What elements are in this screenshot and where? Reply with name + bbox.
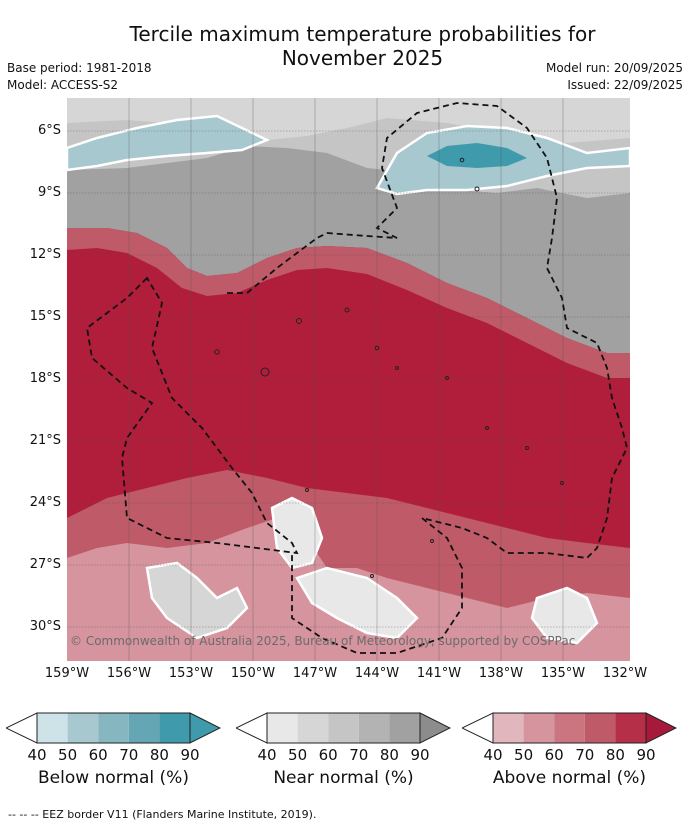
region-below-normal-core <box>427 143 527 168</box>
legend-ticks: 40 50 60 70 80 90 <box>236 744 451 764</box>
legend-swatch <box>358 713 390 743</box>
lon-label: 144°W <box>354 666 400 681</box>
lon-label: 150°W <box>230 666 276 681</box>
lat-label: 21°S <box>29 433 61 448</box>
legend-below-normal: 40 50 60 70 80 90 Below normal (%) <box>6 712 221 788</box>
chart-title: Tercile maximum temperature probabilitie… <box>0 22 690 70</box>
region-near-normal-pale <box>67 98 630 143</box>
title-line-1: Tercile maximum temperature probabilitie… <box>129 22 596 46</box>
lon-label: 147°W <box>292 666 338 681</box>
legend-tick: 50 <box>514 746 534 764</box>
base-period: Base period: 1981-2018 <box>7 61 152 75</box>
legend-high-arrow <box>419 712 451 744</box>
lon-label: 141°W <box>416 666 462 681</box>
map-svg <box>67 98 630 661</box>
legend-high-arrow <box>189 712 221 744</box>
lat-label: 30°S <box>29 619 61 634</box>
lat-label: 6°S <box>37 123 61 138</box>
legend-near-normal: 40 50 60 70 80 90 Near normal (%) <box>236 712 451 788</box>
probability-map <box>67 98 630 661</box>
legend-tick: 70 <box>575 746 595 764</box>
legend-colorbar <box>462 712 677 744</box>
legend-ticks: 40 50 60 70 80 90 <box>6 744 221 764</box>
legend-low-arrow <box>462 712 494 744</box>
legend-swatch <box>67 713 99 743</box>
legend-low-arrow <box>236 712 268 744</box>
legend-swatch <box>297 713 329 743</box>
model-run: Model run: 20/09/2025 <box>545 61 683 75</box>
copyright-notice: © Commonwealth of Australia 2025, Bureau… <box>70 634 576 648</box>
region-near-normal-south-central <box>295 566 419 640</box>
lat-label: 12°S <box>29 247 61 262</box>
eez-border-french-polynesia <box>227 102 628 654</box>
lon-label: 159°W <box>44 666 90 681</box>
lat-label: 27°S <box>29 557 61 572</box>
legend-swatch <box>98 713 129 743</box>
region-below-normal-west <box>67 114 271 172</box>
legend-title: Below normal (%) <box>38 768 189 788</box>
legend-tick: 60 <box>544 746 564 764</box>
legend-tick: 80 <box>149 746 169 764</box>
legend-swatch <box>328 713 359 743</box>
legend-tick: 80 <box>605 746 625 764</box>
graticule <box>67 130 630 628</box>
legend-tick: 40 <box>257 746 277 764</box>
legend-title: Near normal (%) <box>273 768 414 788</box>
region-near-normal-southeast <box>530 586 599 645</box>
legend-tick: 60 <box>88 746 108 764</box>
title-line-2: November 2025 <box>281 46 444 70</box>
legend-tick: 60 <box>318 746 338 764</box>
legend-swatch <box>493 713 524 743</box>
legend-tick: 90 <box>636 746 656 764</box>
lon-label: 138°W <box>478 666 524 681</box>
legend-tick: 80 <box>379 746 399 764</box>
legend-above-normal: 40 50 60 70 80 90 Above normal (%) <box>462 712 677 788</box>
legend-colorbar <box>236 712 451 744</box>
legend-ticks: 40 50 60 70 80 90 <box>462 744 677 764</box>
islands <box>214 157 564 578</box>
legend-tick: 40 <box>483 746 503 764</box>
legend-tick: 70 <box>119 746 139 764</box>
legend-tick: 50 <box>58 746 78 764</box>
lat-label: 15°S <box>29 309 61 324</box>
legend-swatch <box>615 713 646 743</box>
lat-label: 18°S <box>29 371 61 386</box>
region-above-70-north <box>67 228 630 378</box>
legend-swatch <box>159 713 190 743</box>
eez-footnote: -- -- -- EEZ border V11 (Flanders Marine… <box>8 808 317 821</box>
legend-tick: 70 <box>349 746 369 764</box>
legend-swatch <box>523 713 555 743</box>
legend-swatch <box>389 713 420 743</box>
legend-high-arrow <box>645 712 677 744</box>
legend-swatch <box>128 713 160 743</box>
lon-label: 132°W <box>602 666 648 681</box>
meta-right: Model run: 20/09/2025 Issued: 22/09/2025 <box>546 60 683 94</box>
legend-tick: 90 <box>410 746 430 764</box>
legend-tick: 40 <box>27 746 47 764</box>
lat-label: 24°S <box>29 495 61 510</box>
meta-left: Base period: 1981-2018 Model: ACCESS-S2 <box>7 60 152 94</box>
legend-swatch <box>554 713 585 743</box>
lon-label: 156°W <box>106 666 152 681</box>
issued-date: Issued: 22/09/2025 <box>567 78 683 92</box>
region-near-normal-southwest <box>145 561 249 640</box>
lon-label: 153°W <box>168 666 214 681</box>
legend-colorbar <box>6 712 221 744</box>
legend-title: Above normal (%) <box>492 768 647 788</box>
legend-swatch <box>37 713 68 743</box>
legend-low-arrow <box>6 712 38 744</box>
eez-border-cook-islands <box>86 276 299 555</box>
legend-tick: 90 <box>180 746 200 764</box>
legend-swatch <box>584 713 616 743</box>
lat-label: 9°S <box>37 185 61 200</box>
model-name: Model: ACCESS-S2 <box>7 78 119 92</box>
legend-swatch <box>267 713 298 743</box>
lon-label: 135°W <box>540 666 586 681</box>
meridians <box>128 98 564 661</box>
legend-tick: 50 <box>288 746 308 764</box>
